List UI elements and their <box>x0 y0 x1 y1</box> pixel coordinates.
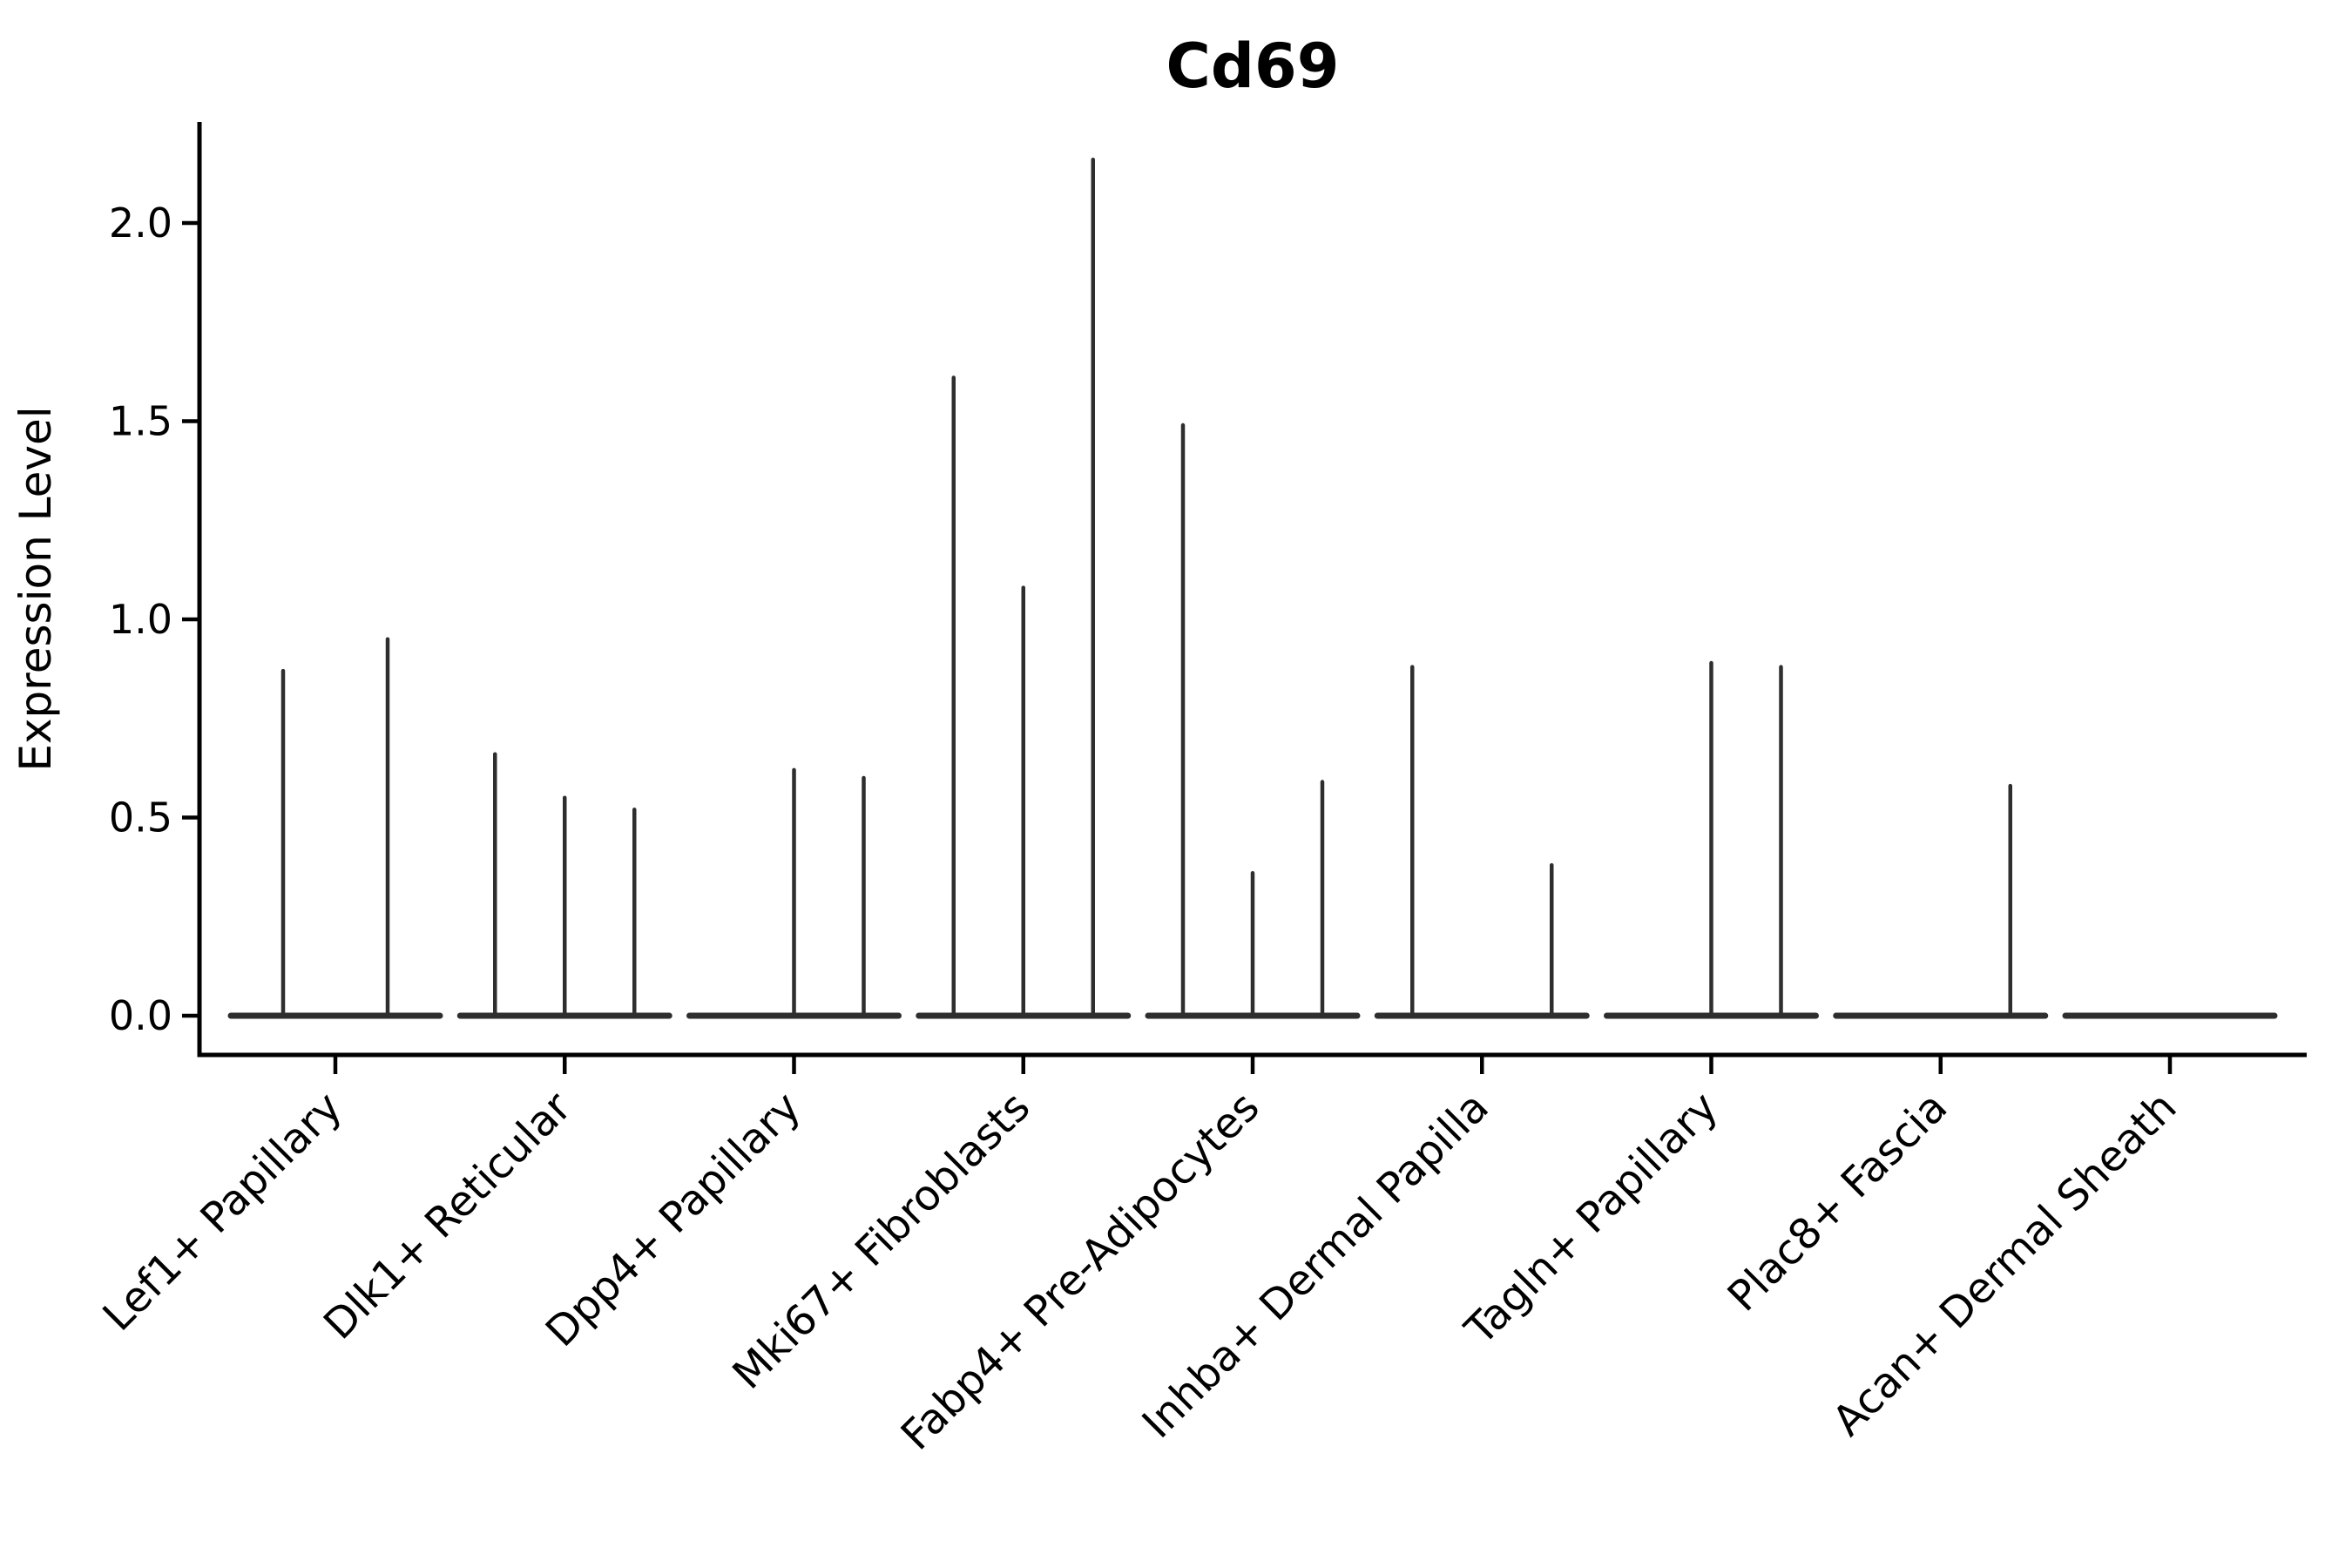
violin-group <box>686 767 902 1019</box>
y-axis-ticks: 0.0 0.5 1.0 1.5 2.0 <box>109 199 199 1039</box>
x-tick-label: Dpp4+ Papillary <box>537 1083 810 1356</box>
violin-group <box>227 637 443 1019</box>
y-tick-label: 2.0 <box>109 199 172 247</box>
y-axis-label: Expression Level <box>10 406 61 771</box>
violin-group <box>1145 422 1361 1019</box>
y-tick-label: 1.5 <box>109 398 172 445</box>
y-tick-label: 0.5 <box>109 794 172 841</box>
violin-group <box>1374 665 1590 1019</box>
violin-group <box>916 157 1132 1019</box>
violin-glyphs <box>227 157 2278 1019</box>
x-tick-label: Tagln+ Papillary <box>1456 1083 1727 1355</box>
y-tick-label: 1.0 <box>109 596 172 643</box>
violin-group <box>456 752 672 1019</box>
y-tick-label: 0.0 <box>109 992 172 1039</box>
x-tick-label: Dlk1+ Reticular <box>314 1083 581 1349</box>
chart-title: Cd69 <box>1166 30 1340 102</box>
violin-group <box>1604 660 1819 1019</box>
x-tick-label: Plac8+ Fascia <box>1719 1083 1957 1321</box>
x-tick-label: Lef1+ Papillary <box>94 1083 352 1341</box>
violin-group <box>1833 783 2049 1019</box>
